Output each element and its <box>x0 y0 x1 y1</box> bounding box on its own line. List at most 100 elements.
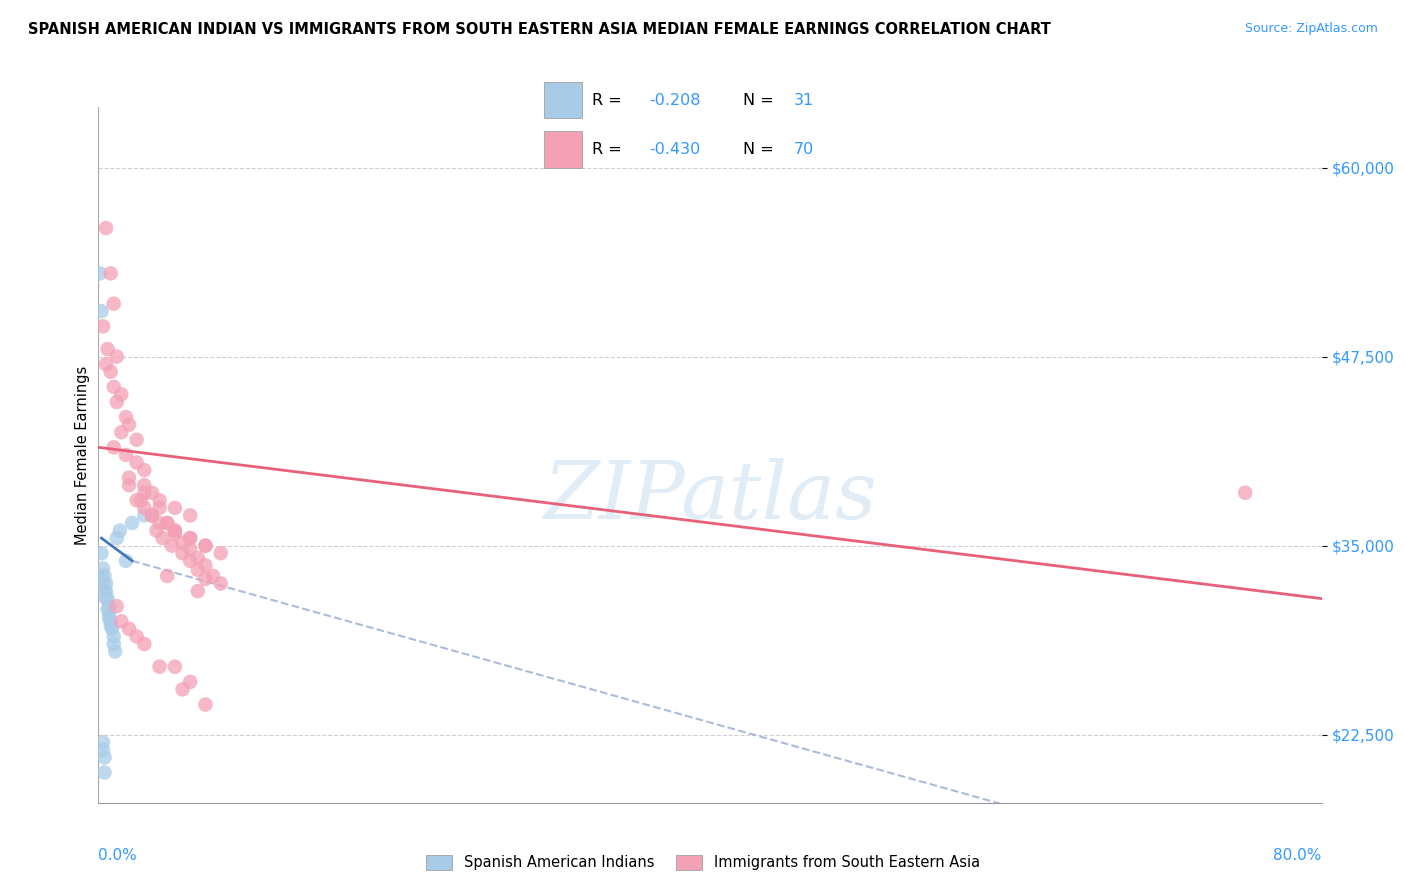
Point <box>134 500 156 515</box>
Point <box>125 493 148 508</box>
Point <box>101 622 124 636</box>
Point <box>115 410 138 425</box>
Point <box>172 682 194 697</box>
Point <box>160 539 183 553</box>
Point <box>209 546 232 560</box>
Text: -0.208: -0.208 <box>650 93 700 108</box>
Point <box>156 516 179 530</box>
Bar <box>544 131 582 168</box>
Point <box>163 524 186 538</box>
Point <box>103 380 125 394</box>
Point <box>194 558 217 573</box>
Y-axis label: Median Female Earnings: Median Female Earnings <box>75 366 90 544</box>
Point <box>110 425 132 440</box>
Point <box>125 433 148 447</box>
Point <box>179 674 201 689</box>
Point <box>91 743 114 757</box>
Point <box>100 267 122 281</box>
Point <box>115 448 138 462</box>
Point <box>91 735 114 749</box>
Point <box>172 535 194 549</box>
Text: 0.0%: 0.0% <box>98 848 138 863</box>
Legend: Spanish American Indians, Immigrants from South Eastern Asia: Spanish American Indians, Immigrants fro… <box>420 848 986 876</box>
Point <box>110 387 132 401</box>
Point <box>104 644 127 658</box>
Point <box>103 629 125 643</box>
Point <box>118 417 141 432</box>
Point <box>134 485 156 500</box>
Point <box>134 478 156 492</box>
Point <box>141 508 163 523</box>
Point <box>118 470 141 484</box>
Point <box>105 350 128 364</box>
Point <box>156 569 179 583</box>
Point <box>103 296 125 310</box>
Text: N =: N = <box>744 142 779 157</box>
Point <box>125 629 148 643</box>
Point <box>194 539 217 553</box>
Point <box>202 569 225 583</box>
Point <box>179 531 201 545</box>
Point <box>110 615 132 629</box>
Point <box>94 221 117 235</box>
Point <box>149 659 172 673</box>
Point <box>172 546 194 560</box>
Point <box>1234 485 1257 500</box>
Point <box>118 478 141 492</box>
Point <box>187 550 209 565</box>
Point <box>156 516 179 530</box>
Text: 80.0%: 80.0% <box>1274 848 1322 863</box>
Point <box>149 516 172 530</box>
Point <box>149 500 172 515</box>
Text: 70: 70 <box>794 142 814 157</box>
Point <box>98 611 121 625</box>
Text: SPANISH AMERICAN INDIAN VS IMMIGRANTS FROM SOUTH EASTERN ASIA MEDIAN FEMALE EARN: SPANISH AMERICAN INDIAN VS IMMIGRANTS FR… <box>28 22 1052 37</box>
Point <box>129 493 152 508</box>
Point <box>105 395 128 409</box>
Text: ZIPatlas: ZIPatlas <box>543 458 877 535</box>
Text: R =: R = <box>592 142 627 157</box>
Point <box>103 637 125 651</box>
Point <box>194 539 217 553</box>
Point <box>121 516 143 530</box>
Point <box>100 615 122 629</box>
Point <box>100 365 122 379</box>
Text: Source: ZipAtlas.com: Source: ZipAtlas.com <box>1244 22 1378 36</box>
Point <box>93 569 115 583</box>
Point <box>152 531 174 545</box>
Point <box>115 554 138 568</box>
Point <box>91 319 114 334</box>
Point <box>145 524 167 538</box>
Point <box>141 485 163 500</box>
Point <box>94 584 117 599</box>
Point <box>100 619 122 633</box>
Point <box>149 493 172 508</box>
Text: R =: R = <box>592 93 627 108</box>
Point <box>91 561 114 575</box>
Point <box>93 765 115 780</box>
Point <box>209 576 232 591</box>
Point <box>108 524 131 538</box>
Point <box>94 576 117 591</box>
Point <box>94 591 117 606</box>
Text: N =: N = <box>744 93 779 108</box>
Point <box>187 563 209 577</box>
Point <box>194 572 217 586</box>
Point <box>91 576 114 591</box>
Point <box>89 267 111 281</box>
Point <box>163 524 186 538</box>
Point <box>163 659 186 673</box>
Point <box>163 526 186 541</box>
Point <box>179 554 201 568</box>
Point <box>94 357 117 371</box>
Point <box>118 622 141 636</box>
Point <box>93 584 115 599</box>
Point <box>179 508 201 523</box>
Text: 31: 31 <box>794 93 814 108</box>
Bar <box>544 82 582 119</box>
Point <box>134 637 156 651</box>
Point <box>97 602 120 616</box>
Point <box>105 599 128 614</box>
Point <box>194 698 217 712</box>
Point <box>93 750 115 764</box>
